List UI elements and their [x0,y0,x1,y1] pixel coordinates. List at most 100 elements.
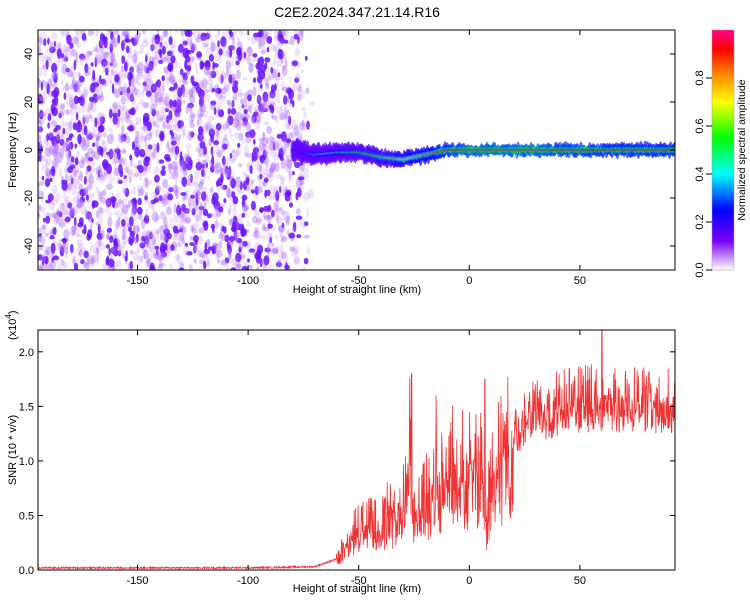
noise-speck [271,248,278,254]
noise-speck [199,178,205,185]
noise-speck [129,93,135,103]
noise-speck [165,116,171,125]
noise-speck [248,265,253,270]
noise-speck [121,230,127,241]
noise-speck [269,93,276,99]
noise-speck [154,34,160,40]
noise-speck [292,99,295,108]
noise-speck [165,99,170,111]
noise-speck [276,259,281,267]
noise-speck [285,154,292,165]
noise-speck [241,265,249,270]
noise-speck [273,186,278,197]
snr-x-ticks: -150 -100 -50 0 50 [127,330,586,587]
noise-speck [228,61,234,68]
noise-speck [252,77,257,83]
noise-speck [201,78,208,90]
noise-speck [191,208,196,216]
noise-speck [144,84,148,94]
noise-speck [213,63,219,68]
noise-speck [91,192,96,199]
noise-speck [168,36,173,45]
noise-speck [136,73,140,84]
noise-speck [43,67,47,78]
noise-speck [155,123,161,129]
noise-speck [202,110,209,118]
noise-speck [196,196,201,204]
noise-speck [102,161,108,171]
noise-speck [130,83,136,94]
noise-speck [285,166,291,174]
noise-speck [179,225,185,230]
noise-speck [233,117,239,122]
noise-speck [256,249,262,259]
noise-speck [269,90,276,99]
noise-speck [153,166,161,177]
noise-speck [186,178,192,187]
noise-speck [146,229,153,239]
noise-speck [139,131,144,143]
noise-speck [172,125,177,131]
noise-speck [267,223,273,229]
noise-speck [233,261,241,270]
noise-speck [70,243,74,254]
noise-speck [188,197,192,208]
noise-speck [256,152,260,159]
noise-speck [120,156,128,164]
noise-speck [73,172,78,178]
noise-speck [289,76,292,84]
noise-speck [205,30,212,40]
noise-speck [120,245,124,256]
noise-speck [128,125,131,132]
noise-speck [281,222,285,229]
noise-speck [191,225,195,230]
noise-speck [189,242,195,247]
noise-speck [183,99,186,105]
noise-speck [47,37,50,45]
y-tick-label: 20 [23,96,35,108]
noise-speck [78,53,86,60]
noise-speck [89,101,94,111]
noise-speck [106,234,110,239]
noise-speck [84,71,90,76]
noise-speck [243,254,247,260]
noise-speck [182,239,186,244]
noise-speck [268,74,272,82]
noise-speck [204,59,211,71]
noise-speck [282,30,285,37]
noise-speck [202,42,209,48]
noise-speck [281,210,286,217]
noise-speck [197,248,205,257]
noise-speck [117,34,121,44]
noise-speck [48,145,56,155]
noise-speck [49,235,55,240]
noise-speck [90,254,97,265]
noise-speck [76,197,80,208]
noise-speck [173,82,178,90]
noise-speck [259,173,263,180]
noise-speck [221,95,226,102]
noise-speck [225,188,232,198]
noise-speck [173,212,179,224]
noise-speck [199,137,205,144]
noise-speck [124,197,128,204]
noise-speck [95,247,100,255]
noise-speck [161,75,165,82]
noise-speck [191,227,198,234]
noise-speck [163,66,169,74]
noise-speck [154,245,160,250]
noise-speck [198,181,204,191]
noise-speck [72,195,80,204]
noise-speck [100,78,107,85]
noise-speck [229,133,234,139]
noise-speck [180,192,187,196]
noise-speck [243,144,249,155]
noise-speck [97,169,101,178]
noise-speck [249,111,253,121]
noise-speck [228,208,231,216]
noise-speck [105,197,111,209]
noise-speck [195,189,199,197]
noise-speck [62,49,67,61]
noise-speck [162,122,166,129]
noise-speck [83,224,87,235]
